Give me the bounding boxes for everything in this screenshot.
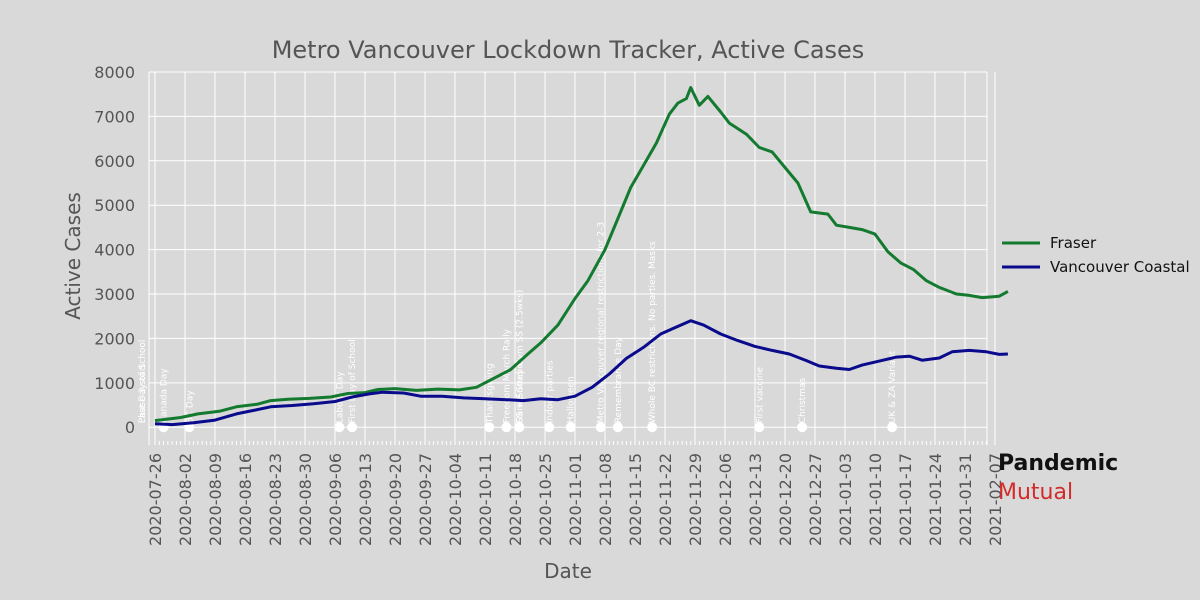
x-tick-label: 2020-08-30 bbox=[296, 453, 315, 546]
brand-line1: Pandemic bbox=[998, 451, 1118, 476]
event-dot bbox=[797, 422, 808, 433]
x-tick-label: 2021-01-17 bbox=[896, 453, 915, 546]
event-dot bbox=[647, 422, 658, 433]
x-tick-label: 2020-12-20 bbox=[776, 453, 795, 546]
x-tick-label: 2020-11-08 bbox=[596, 453, 615, 546]
x-tick-label: 2021-02-07 bbox=[986, 453, 1005, 546]
event-dot bbox=[514, 422, 525, 433]
brand-logo: Pandemic Mutual bbox=[998, 451, 1118, 505]
event-label: Last Day of School bbox=[138, 340, 148, 424]
event-label: Dance Studio bbox=[515, 363, 525, 424]
event-label: Labour Day bbox=[335, 371, 345, 423]
event-label: UK & ZA Variant bbox=[888, 350, 898, 423]
event-dot bbox=[754, 422, 765, 433]
event-label: Indoor parties bbox=[545, 360, 555, 423]
event-label: Metro Vancouver regional restrictions fo… bbox=[597, 222, 607, 423]
x-tick-label: 2021-01-03 bbox=[836, 453, 855, 546]
x-tick-label: 2020-07-26 bbox=[146, 453, 165, 546]
x-tick-label: 2020-11-29 bbox=[686, 453, 705, 546]
x-tick-label: 2020-11-22 bbox=[656, 453, 675, 546]
y-tick-label: 7000 bbox=[94, 107, 135, 126]
event-label: First vaccine bbox=[755, 366, 765, 423]
legend-label: Fraser bbox=[1050, 234, 1097, 252]
x-tick-label: 2020-08-02 bbox=[176, 453, 195, 546]
x-tick-label: 2020-09-27 bbox=[416, 453, 435, 546]
event-label: Phase 3 start bbox=[138, 363, 148, 423]
x-tick-label: 2020-08-23 bbox=[266, 453, 285, 546]
event-dot bbox=[565, 422, 576, 433]
y-tick-label: 1000 bbox=[94, 374, 135, 393]
x-tick-label: 2020-12-06 bbox=[716, 453, 735, 546]
x-tick-label: 2020-08-09 bbox=[206, 453, 225, 546]
x-tick-label: 2020-12-13 bbox=[746, 453, 765, 546]
event-label: Halloween bbox=[567, 376, 577, 423]
event-dot bbox=[612, 422, 623, 433]
x-tick-label: 2020-09-20 bbox=[386, 453, 405, 546]
series-line bbox=[154, 86, 1009, 423]
x-tick-label: 2020-08-16 bbox=[236, 453, 255, 546]
event-dot bbox=[595, 422, 606, 433]
x-tick-label: 2020-11-01 bbox=[566, 453, 585, 546]
brand-line2: Mutual bbox=[998, 480, 1073, 505]
event-dot bbox=[347, 422, 358, 433]
x-tick-label: 2020-11-15 bbox=[626, 453, 645, 546]
x-tick-label: 2020-09-13 bbox=[356, 453, 375, 546]
y-tick-label: 8000 bbox=[94, 63, 135, 82]
y-tick-label: 3000 bbox=[94, 285, 135, 304]
x-tick-label: 2020-10-11 bbox=[476, 453, 495, 546]
event-label: Canada Day bbox=[160, 368, 170, 424]
x-tick-label: 2020-10-04 bbox=[446, 453, 465, 546]
event-label: Thanksgiving bbox=[485, 363, 495, 424]
event-dot bbox=[501, 422, 512, 433]
event-dot bbox=[484, 422, 495, 433]
event-label: BC Day bbox=[185, 390, 195, 424]
event-label: Remembrance Day bbox=[614, 336, 624, 423]
y-ticks: 0 1000 2000 3000 4000 5000 6000 7000 8000 bbox=[94, 63, 135, 437]
event-label: First Day of School bbox=[348, 339, 358, 423]
y-tick-label: 6000 bbox=[94, 152, 135, 171]
series-line bbox=[154, 319, 1008, 427]
y-tick-label: 0 bbox=[125, 418, 135, 437]
x-tick-label: 2020-12-27 bbox=[806, 453, 825, 546]
x-ticks: 2020-07-26 2020-08-02 2020-08-09 2020-08-16… bbox=[146, 453, 1005, 546]
legend-label: Vancouver Coastal bbox=[1050, 258, 1190, 276]
event-dot bbox=[887, 422, 898, 433]
x-tick-label: 2020-10-18 bbox=[506, 453, 525, 546]
x-axis-label: Date bbox=[544, 559, 592, 583]
event-label: Whole BC restrictions. No parties. Masks bbox=[648, 241, 658, 423]
y-tick-label: 2000 bbox=[94, 329, 135, 348]
grid bbox=[148, 71, 996, 445]
y-axis-label: Active Cases bbox=[61, 192, 85, 320]
x-tick-label: 2021-01-31 bbox=[956, 453, 975, 546]
x-tick-label: 2020-09-06 bbox=[326, 453, 345, 546]
event-label: Christmas bbox=[798, 378, 808, 424]
legend: Fraser Vancouver Coastal bbox=[1002, 234, 1190, 276]
chart-title: Metro Vancouver Lockdown Tracker, Active… bbox=[272, 36, 865, 64]
event-label: Freedom March Rally bbox=[502, 328, 512, 423]
x-tick-label: 2021-01-24 bbox=[926, 453, 945, 546]
series-lines bbox=[154, 86, 1009, 427]
event-dot bbox=[544, 422, 555, 433]
event-label: SS + Surrey Gym SS (2.5wks) bbox=[515, 290, 525, 424]
event-dot bbox=[334, 422, 345, 433]
y-tick-label: 5000 bbox=[94, 196, 135, 215]
x-tick-label: 2020-10-25 bbox=[536, 453, 555, 546]
x-tick-label: 2021-01-10 bbox=[866, 453, 885, 546]
y-tick-label: 4000 bbox=[94, 241, 135, 260]
